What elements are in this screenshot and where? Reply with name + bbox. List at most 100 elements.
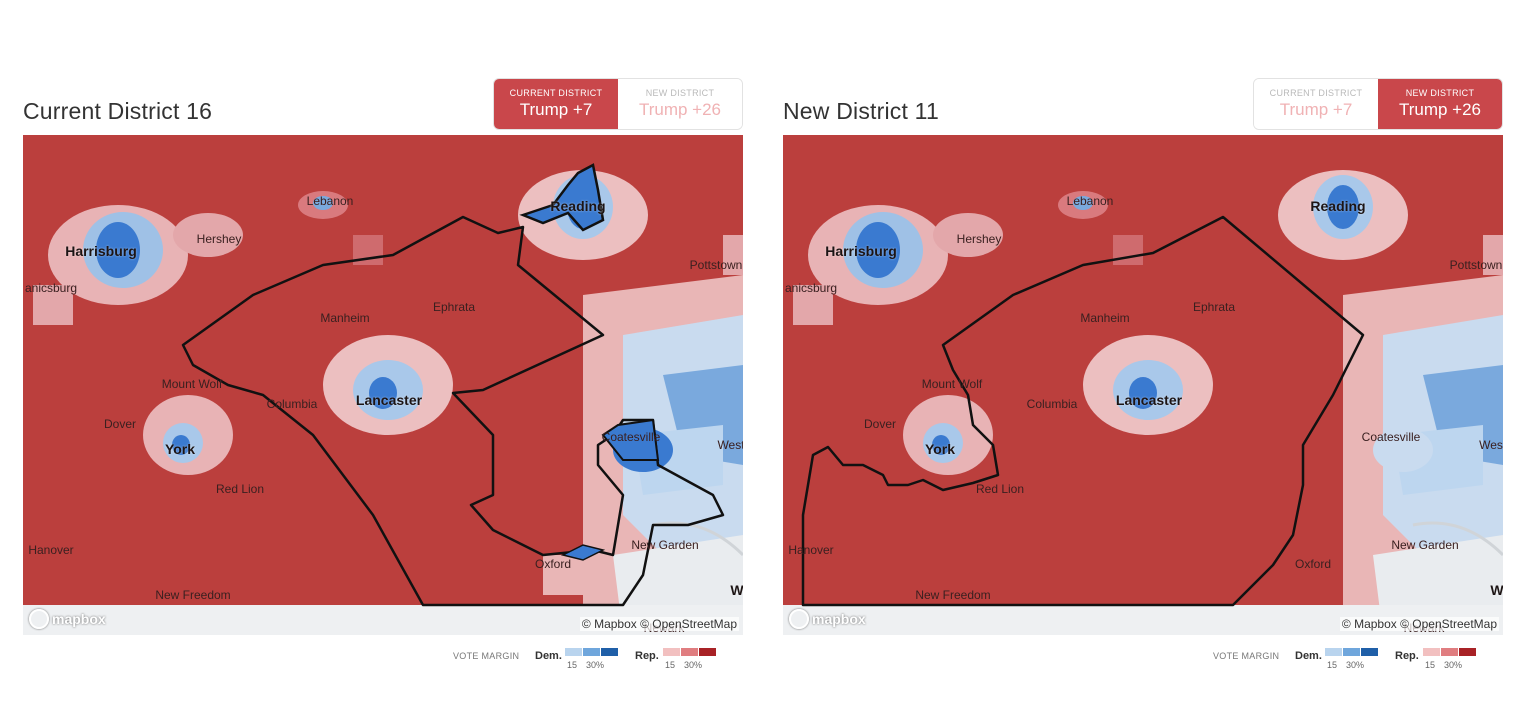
legend-rep-label: Rep. [635,650,659,662]
map-label-columbia: Columbia [1026,397,1078,411]
map-label-ephrata: Ephrata [432,300,476,314]
map-label-lebanon: Lebanon [306,194,354,208]
legend-dem-label: Dem. [535,650,562,662]
map-label-mount-wolf: Mount Wolf [921,377,983,391]
legend-rep-swatch-2 [681,648,698,656]
map-label-lancaster: Lancaster [355,392,423,408]
map-panel-new: New District 11 CURRENT DISTRICT Trump +… [783,76,1503,686]
map-label-w: W [730,582,743,598]
mapbox-circle-icon [789,609,809,629]
toggle-margin-value: Trump +7 [519,100,593,119]
map-label-hanover: Hanover [788,543,834,557]
map-attribution-link[interactable]: © Mapbox © OpenStreetMap [1339,617,1499,631]
map-label-red-lion: Red Lion [975,482,1025,496]
mapbox-text: mapbox [52,611,106,627]
panel-title: New District 11 [783,98,939,124]
map-label-new-freedom: New Freedom [155,588,231,602]
legend-rep-tick-15: 15 [665,660,676,670]
toggle-small-label: NEW DISTRICT [1405,88,1475,98]
mapbox-logo[interactable]: mapbox [29,609,106,629]
map-label-york: York [924,441,956,457]
legend-dem-swatch-3 [1361,648,1378,656]
legend-dem-swatch-1 [565,648,582,656]
legend-title: VOTE MARGIN [453,651,520,661]
map-label-lancaster: Lancaster [1115,392,1183,408]
legend-rep-swatch-2 [1441,648,1458,656]
map-label-w: W [1490,582,1503,598]
legend-rep-swatch-1 [663,648,680,656]
legend-dem-swatch-1 [1325,648,1342,656]
map-label-columbia: Columbia [266,397,318,411]
map-label-dover: Dover [103,417,137,431]
current-district-button[interactable]: CURRENT DISTRICT Trump +7 [1254,79,1378,129]
map-label-oxford: Oxford [1294,557,1332,571]
legend-rep-swatch-3 [1459,648,1476,656]
map-label-coatesville: Coatesville [601,430,661,444]
district-toggle: CURRENT DISTRICT Trump +7 NEW DISTRICT T… [1253,78,1503,130]
panel-title: Current District 16 [23,98,213,124]
legend-rep-swatch-3 [699,648,716,656]
map-label-harrisburg: Harrisburg [65,243,137,259]
map-label-reading: Reading [1310,198,1366,214]
new-district-button[interactable]: NEW DISTRICT Trump +26 [1378,79,1502,129]
map-label-west: Wes [1479,438,1503,452]
legend-dem-swatch-2 [1343,648,1360,656]
map-label-pottstown: Pottstown [689,258,743,272]
map-base [783,135,1503,635]
map-label-red-lion: Red Lion [215,482,265,496]
map-label-manheim: Manheim [1080,311,1130,325]
legend-rep-tick-30: 30% [684,660,703,670]
map-panel-current: Current District 16 CURRENT DISTRICT Tru… [23,76,743,686]
map-label-hershey: Hershey [196,232,242,246]
map-label-coatesville: Coatesville [1361,430,1421,444]
map-label-hanover: Hanover [28,543,74,557]
vote-margin-legend: VOTE MARGIN Dem. 15 30% Rep. 15 30% [23,648,743,678]
mapbox-circle-icon [29,609,49,629]
mapbox-text: mapbox [812,611,866,627]
map-label-mount-wolf: Mount Wolf [161,377,223,391]
new-district-button[interactable]: NEW DISTRICT Trump +26 [618,79,742,129]
legend-dem-tick-15: 15 [567,660,578,670]
legend-dem-tick-30: 30% [1346,660,1365,670]
map-label-mechanicsburg: anicsburg [784,281,838,295]
map-label-harrisburg: Harrisburg [825,243,897,259]
toggle-margin-value: Trump +7 [1279,100,1353,119]
vote-margin-legend: VOTE MARGIN Dem. 15 30% Rep. 15 30% [783,648,1503,678]
current-district-button[interactable]: CURRENT DISTRICT Trump +7 [494,79,618,129]
map-label-york: York [164,441,196,457]
district-toggle: CURRENT DISTRICT Trump +7 NEW DISTRICT T… [493,78,743,130]
election-map[interactable]: Lebanon Reading Harrisburg Hershey Potts… [23,135,743,635]
mapbox-logo[interactable]: mapbox [789,609,866,629]
legend-title: VOTE MARGIN [1213,651,1280,661]
map-label-new-freedom: New Freedom [915,588,991,602]
legend-dem-tick-30: 30% [586,660,605,670]
toggle-margin-value: Trump +26 [638,100,722,119]
map-label-mechanicsburg: anicsburg [24,281,78,295]
map-label-manheim: Manheim [320,311,370,325]
map-label-hershey: Hershey [956,232,1002,246]
toggle-small-label: CURRENT DISTRICT [509,88,603,98]
map-attribution-link[interactable]: © Mapbox © OpenStreetMap [579,617,739,631]
map-label-dover: Dover [863,417,897,431]
legend-dem-label: Dem. [1295,650,1322,662]
map-label-new-garden: New Garden [631,538,699,552]
election-map[interactable]: Lebanon Reading Harrisburg Hershey Potts… [783,135,1503,635]
map-label-reading: Reading [550,198,606,214]
toggle-small-label: NEW DISTRICT [645,88,715,98]
legend-rep-tick-15: 15 [1425,660,1436,670]
map-label-ephrata: Ephrata [1192,300,1236,314]
toggle-margin-value: Trump +26 [1398,100,1482,119]
map-label-pottstown: Pottstown [1449,258,1503,272]
legend-rep-swatch-1 [1423,648,1440,656]
legend-rep-label: Rep. [1395,650,1419,662]
legend-dem-swatch-2 [583,648,600,656]
map-base [23,135,743,635]
legend-dem-swatch-3 [601,648,618,656]
map-label-new-garden: New Garden [1391,538,1459,552]
legend-dem-tick-15: 15 [1327,660,1338,670]
map-label-west: West [717,438,743,452]
toggle-small-label: CURRENT DISTRICT [1269,88,1363,98]
legend-rep-tick-30: 30% [1444,660,1463,670]
map-label-lebanon: Lebanon [1066,194,1114,208]
map-label-oxford: Oxford [534,557,572,571]
